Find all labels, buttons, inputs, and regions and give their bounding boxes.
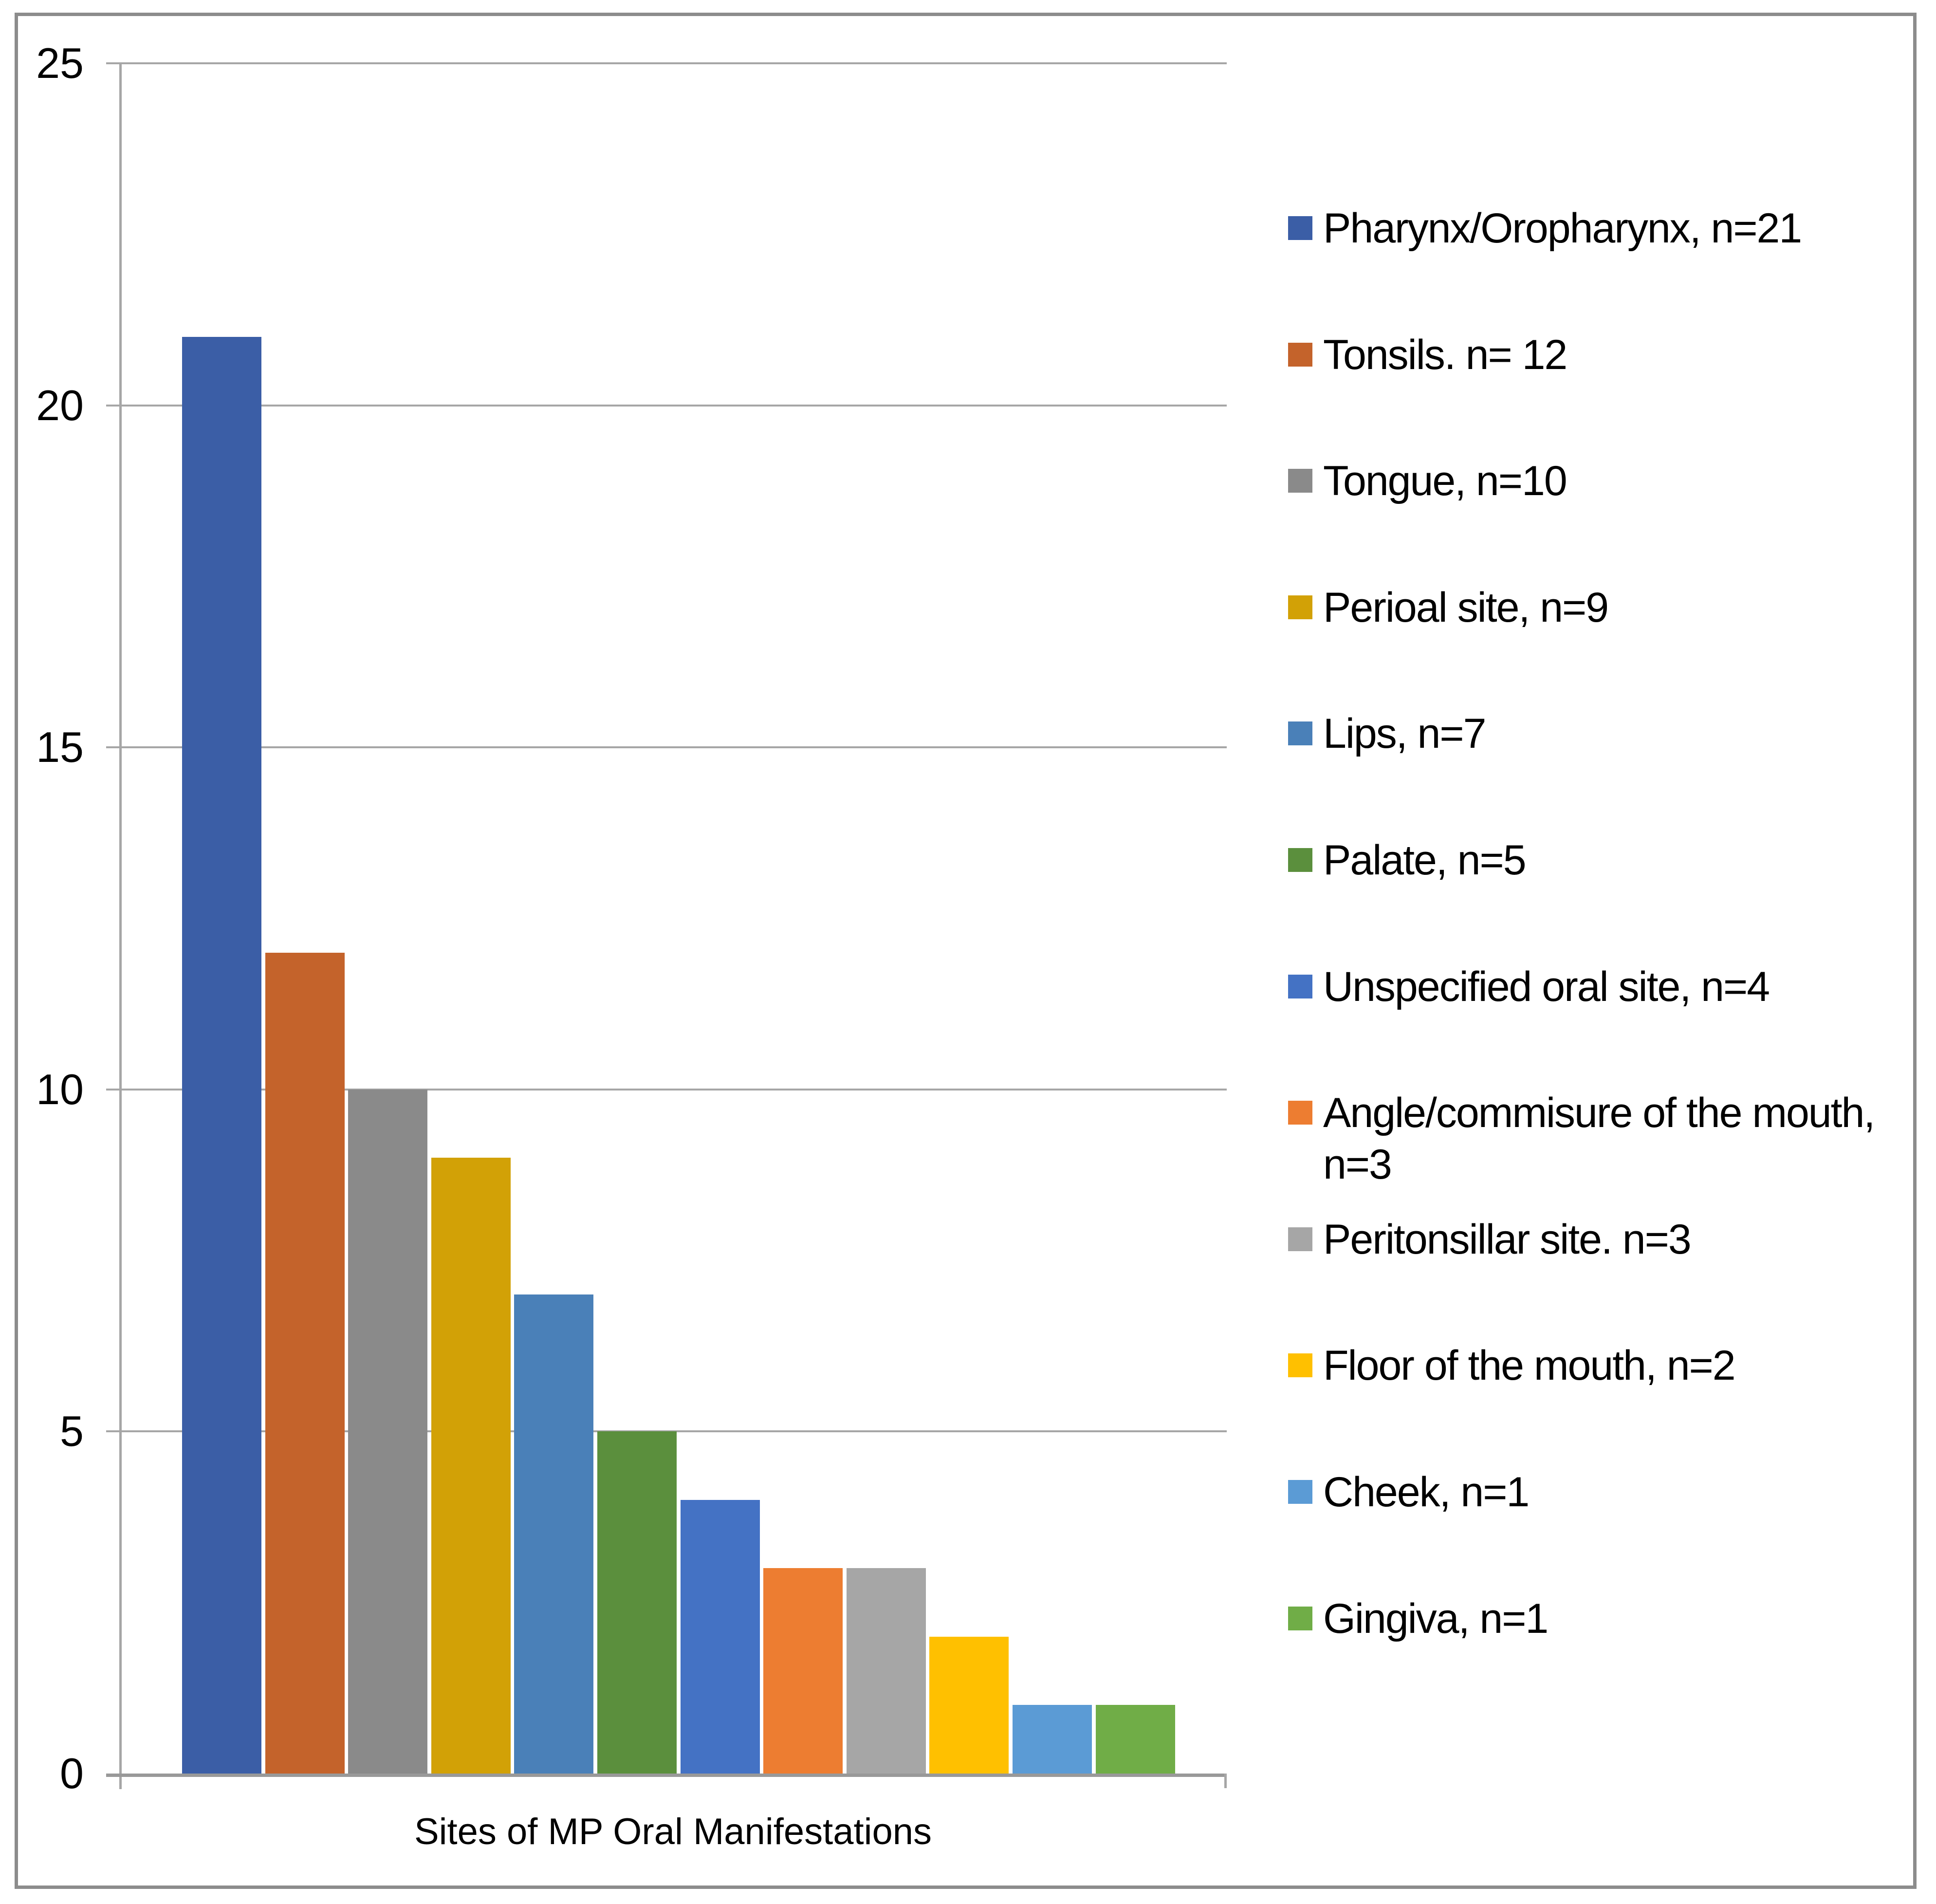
legend-label-1: Pharynx/Oropharynx, n=21: [1323, 205, 1802, 252]
legend-swatch-5: [1288, 721, 1312, 745]
y-tick-label: 0: [60, 1749, 84, 1797]
y-tick-label: 15: [36, 723, 84, 771]
legend-label-12: Gingiva, n=1: [1323, 1595, 1549, 1642]
legend-label-5: Lips, n=7: [1323, 710, 1486, 757]
gridline-20: [106, 405, 1227, 407]
gridline-15: [106, 746, 1227, 748]
legend-swatch-8: [1288, 1101, 1312, 1125]
bar-tonsils: [265, 953, 345, 1774]
gridline-25: [106, 62, 1227, 64]
y-axis-line: [119, 63, 122, 1789]
legend-swatch-12: [1288, 1607, 1312, 1630]
y-tick-label: 10: [36, 1065, 84, 1113]
y-tick-label: 25: [36, 39, 84, 87]
x-axis-title: Sites of MP Oral Manifestations: [414, 1811, 932, 1852]
legend-swatch-3: [1288, 469, 1312, 493]
legend-swatch-6: [1288, 848, 1312, 872]
legend-label-7: Unspecified oral site, n=4: [1323, 963, 1770, 1010]
bar-palate: [597, 1431, 677, 1774]
bar-unspecified-oral-site: [681, 1500, 760, 1774]
bar-cheek: [1013, 1705, 1092, 1774]
bar-peritonsillar-site: [847, 1568, 926, 1774]
legend-label-6: Palate, n=5: [1323, 837, 1527, 884]
x-axis-end-tick: [1224, 1774, 1227, 1788]
bar-tongue: [348, 1090, 427, 1774]
legend-label-9: Peritonsillar site. n=3: [1323, 1216, 1692, 1263]
legend-label-11: Cheek, n=1: [1323, 1469, 1530, 1516]
legend-label-4: Perioal site, n=9: [1323, 584, 1609, 631]
legend-label-10: Floor of the mouth, n=2: [1323, 1342, 1736, 1389]
bar-gingiva: [1096, 1705, 1175, 1774]
legend-swatch-10: [1288, 1353, 1312, 1377]
bar-angle-commisure-of-the-mouth: [763, 1568, 843, 1774]
legend-swatch-9: [1288, 1227, 1312, 1251]
x-axis-line: [106, 1774, 1227, 1777]
bar-perioal-site: [431, 1158, 511, 1774]
y-tick-label: 20: [36, 381, 84, 429]
bar-pharynx-oropharynx: [182, 337, 261, 1774]
legend-swatch-2: [1288, 343, 1312, 367]
legend-swatch-11: [1288, 1480, 1312, 1504]
bar-floor-of-the-mouth: [929, 1637, 1009, 1774]
legend-swatch-4: [1288, 595, 1312, 619]
legend-swatch-1: [1288, 216, 1312, 240]
legend-label-2: Tonsils. n= 12: [1323, 332, 1567, 378]
bar-lips: [514, 1294, 593, 1774]
legend-swatch-7: [1288, 975, 1312, 998]
legend-label-8: Angle/commisure of the mouth, n=3: [1323, 1090, 1875, 1188]
legend-label-3: Tongue, n=10: [1323, 458, 1567, 504]
gridline-10: [106, 1089, 1227, 1091]
y-tick-label: 5: [60, 1407, 84, 1455]
